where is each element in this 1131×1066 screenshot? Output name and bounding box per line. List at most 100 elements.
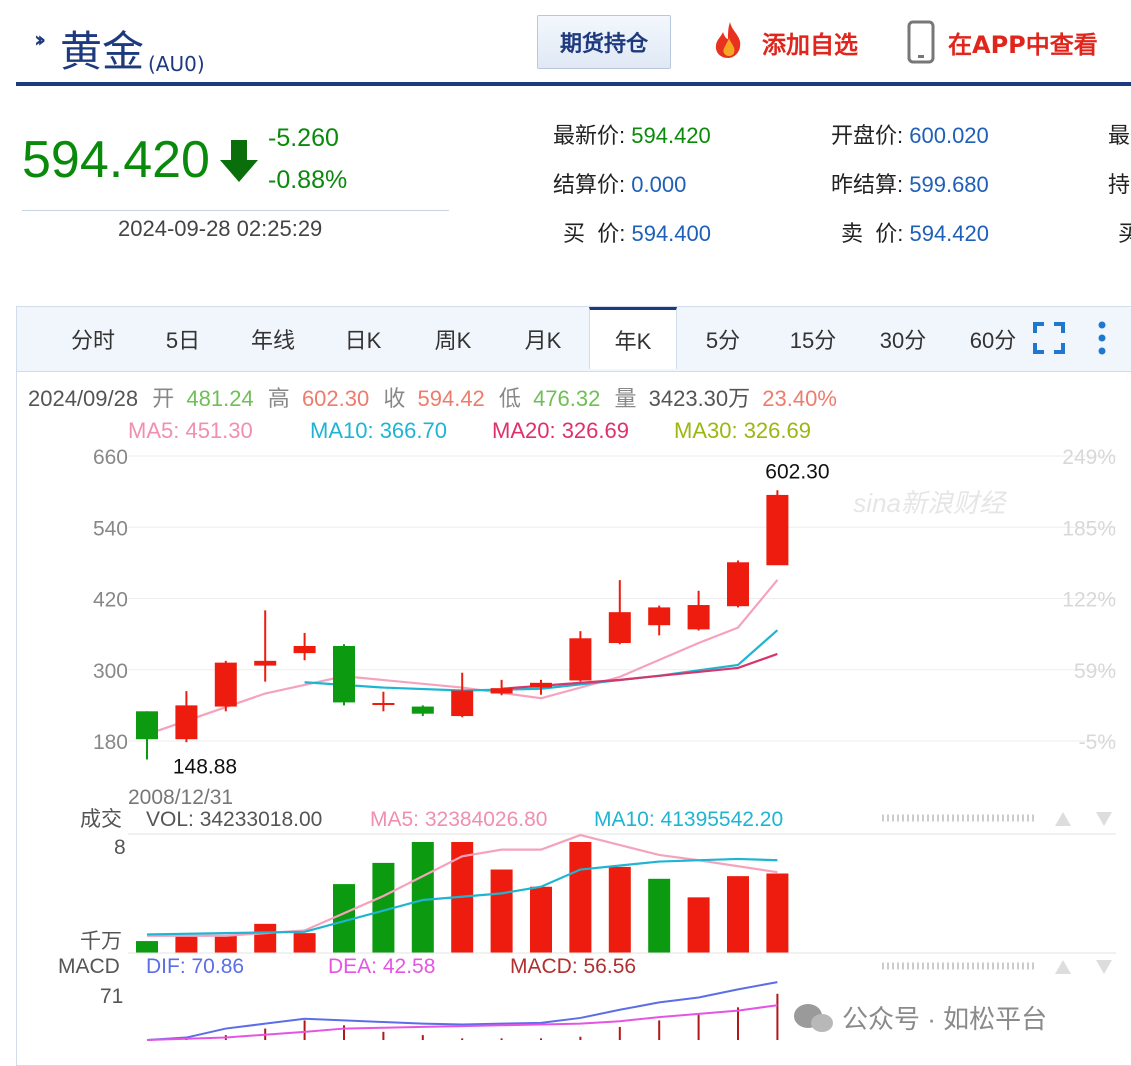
candle-body [333,646,355,703]
dea-line [146,1004,778,1041]
candle [333,644,355,706]
macd-dif: DIF: 70.86 [146,955,244,978]
volume-bar [372,862,395,953]
quote-divider [22,210,449,211]
ma5-legend: MA5: 451.30 [128,418,253,443]
pct-tick: 122% [1062,589,1116,612]
price-grid [128,455,1116,742]
candle-body [766,494,789,566]
pct-tick: -5% [1079,731,1116,754]
quote-field-open: 开盘价: 600.020 [831,123,989,148]
candle-body [254,660,277,666]
price-tick: 660 [93,446,128,469]
price-change: -5.260 [268,124,339,152]
info-low: 476.32 [533,386,600,411]
volume-title: 成交 [80,808,122,831]
volume-up-icon[interactable] [1055,812,1071,826]
futures-position-button[interactable]: 期货持仓 [537,15,671,69]
candle [490,679,513,696]
volume-bar [727,876,749,953]
price-change-percent: -0.88% [268,166,348,194]
candle [136,711,158,760]
candle-body [411,706,434,714]
wechat-icon [794,1004,833,1032]
candle [293,632,316,661]
candle-body [687,605,710,630]
quote-field-cut-1: 最 [1108,123,1131,148]
tab-15min[interactable]: 15分 [789,328,837,353]
info-vol: 3423.30万 [649,386,751,411]
tab-yearly-k[interactable]: 年K [589,307,677,369]
ma20-line [501,652,778,690]
candle [254,610,277,682]
tab-year-line[interactable]: 年线 [250,328,295,353]
ma30-legend: MA30: 326.69 [674,418,811,443]
info-open-label: 开 [152,386,174,411]
tab-monthly-k[interactable]: 月K [524,328,562,353]
header-divider [16,82,1131,86]
candles [136,490,789,760]
info-open: 481.24 [186,386,253,411]
candle [411,705,434,717]
volume-value: VOL: 34233018.00 [146,808,322,831]
tab-weekly-k[interactable]: 周K [434,328,472,353]
volume-bar [608,866,631,953]
volume-axis-top: 8 [114,836,126,859]
info-date: 2024/09/28 [28,386,138,411]
last-price: 594.420 [22,131,210,189]
price-tick: 420 [93,589,128,612]
macd-histogram [185,993,779,1040]
quote-field-cut-2: 持 [1108,172,1131,197]
add-favorite-button[interactable]: 添加自选 [708,20,858,64]
min-price-label: 148.88 [173,755,237,778]
candle [766,490,789,566]
candle-body [608,612,631,644]
candle-body [293,646,316,654]
max-price-label: 602.30 [765,460,829,483]
volume-bar [293,933,316,953]
macd-title: MACD [58,955,120,978]
candle-body [490,688,513,694]
info-low-label: 低 [499,386,521,411]
tab-daily-k[interactable]: 日K [344,328,382,353]
info-vol-label: 量 [614,386,636,411]
candle-body [451,690,474,717]
quote-field-ask: 卖 价: 594.420 [841,221,989,246]
tab-30min[interactable]: 30分 [879,328,927,353]
fullscreen-icon[interactable] [1032,321,1066,355]
candle [727,560,749,608]
candle [648,605,671,636]
candle-body [569,638,592,681]
info-bar: 2024/09/28 开 481.24 高 602.30 收 594.42 低 … [28,386,837,411]
macd-down-icon[interactable] [1096,960,1112,974]
macd-up-icon[interactable] [1055,960,1071,974]
price-tick: 540 [93,517,128,540]
volume-bar [136,941,158,953]
volume-bar [214,935,237,953]
candle-body [175,705,198,740]
open-in-app-button[interactable]: 在APP中查看 [906,20,1098,64]
volume-down-icon[interactable] [1096,812,1112,826]
candle [687,590,710,631]
candle-body [648,607,671,626]
volume-bar [175,935,198,953]
pct-tick: 185% [1062,517,1116,540]
more-menu-icon[interactable] [1095,319,1109,357]
info-high: 602.30 [302,386,369,411]
volume-bar [569,842,592,953]
stock-code: (AU0) [148,52,205,76]
volume-ma10: MA10: 41395542.20 [594,808,783,831]
tab-intraday[interactable]: 分时 [70,328,115,353]
quote-field-settle: 结算价: 0.000 [553,172,687,197]
macd-axis-top: 71 [100,985,123,1008]
ma20-legend: MA20: 326.69 [492,418,629,443]
info-close: 594.42 [418,386,485,411]
dif-line [146,981,778,1041]
tab-60min[interactable]: 60分 [969,328,1017,353]
tab-5day[interactable]: 5日 [165,328,201,353]
volume-bar [687,897,710,953]
tab-5min[interactable]: 5分 [705,328,741,353]
macd-lines [146,981,778,1041]
candle-body [214,662,237,707]
volume-unit: 千万 [80,930,122,953]
